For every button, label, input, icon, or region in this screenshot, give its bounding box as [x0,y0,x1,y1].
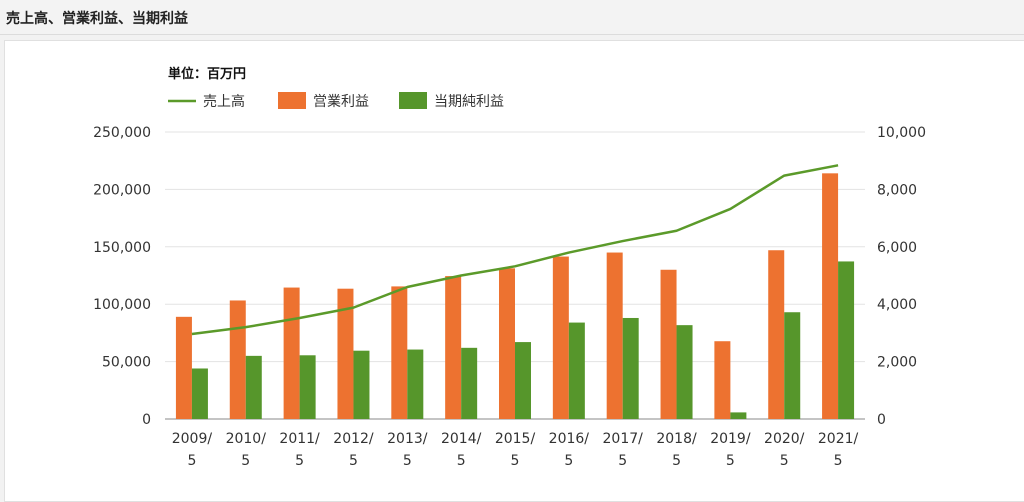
x-tick-label: 5 [834,453,843,469]
x-tick-label: 5 [187,453,196,469]
y-right-tick-label: 10,000 [877,125,926,141]
chart: 単位：百万円 売上高 営業利益 当期純利益 0 50,000 100,000 150,… [93,66,926,469]
y-left-tick-label: 100,000 [93,297,151,313]
x-tick-label: 2017/ [603,431,644,447]
x-tick-label: 2010/ [226,431,267,447]
x-tick-label: 5 [564,453,573,469]
legend: 売上高 営業利益 当期純利益 [168,92,504,110]
bar-operating-profit [552,256,569,419]
x-tick-label: 2011/ [279,431,320,447]
bar-net-profit [838,261,855,419]
x-tick-label: 2015/ [495,431,536,447]
bar-net-profit [245,355,262,419]
bar-net-profit [784,312,801,419]
y-left-tick-label: 0 [142,412,151,428]
bar-net-profit [407,349,424,419]
legend-label-operating: 営業利益 [313,94,369,110]
legend-swatch-net [399,92,427,109]
y-right-tick-label: 8,000 [877,182,917,198]
y-left-tick-label: 200,000 [93,182,151,198]
bar-operating-profit [175,316,192,419]
bar-operating-profit [499,268,515,419]
x-tick-label: 2009/ [172,431,213,447]
sales-line-path [191,164,839,336]
y-right-tick-label: 2,000 [877,355,917,371]
bar-operating-profit [445,276,462,419]
x-tick-label: 5 [780,453,789,469]
bars [175,173,855,419]
bar-operating-profit [391,286,408,419]
x-tick-label: 5 [618,453,627,469]
y-right-tick-label: 0 [877,412,886,428]
unit-label: 単位：百万円 [168,66,246,82]
legend-swatch-operating [278,92,306,109]
bar-operating-profit [337,288,354,419]
legend-label-sales: 売上高 [203,93,245,110]
x-tick-label: 2018/ [656,431,697,447]
x-tick-label: 5 [672,453,681,469]
y-right-tick-label: 4,000 [877,297,917,313]
bar-operating-profit [822,173,839,419]
x-tick-label: 5 [726,453,735,469]
bar-net-profit [730,412,747,419]
x-tick-label: 2014/ [441,431,482,447]
bar-net-profit [568,322,585,419]
x-tick-label: 2012/ [333,431,374,447]
bar-net-profit [622,317,639,419]
bar-operating-profit [714,341,731,419]
x-tick-label: 2019/ [710,431,751,447]
bar-operating-profit [229,300,246,419]
x-tick-label: 5 [511,453,520,469]
bar-operating-profit [606,252,623,419]
bar-operating-profit [660,269,677,419]
x-tick-label: 2020/ [764,431,805,447]
bar-net-profit [353,350,370,419]
sales-line [191,164,839,336]
y-axis-left: 0 50,000 100,000 150,000 200,000 250,000 [93,125,151,428]
bar-net-profit [515,342,531,419]
y-left-tick-label: 250,000 [93,125,151,141]
x-tick-label: 5 [403,453,412,469]
page-title: 売上高、営業利益、当期利益 [6,11,188,27]
bar-net-profit [299,355,316,419]
y-right-tick-label: 6,000 [877,240,917,256]
x-tick-label: 5 [241,453,250,469]
legend-label-net: 当期純利益 [434,94,504,110]
x-axis-labels: 2009/5 2010/5 2011/5 2012/5 2013/5 2014/5 2015… [172,431,859,469]
y-left-tick-label: 50,000 [102,355,151,371]
x-tick-label: 5 [457,453,466,469]
x-tick-label: 2016/ [549,431,590,447]
bar-net-profit [461,347,478,419]
bar-net-profit [191,368,208,419]
x-tick-label: 5 [349,453,358,469]
bar-operating-profit [283,287,300,419]
x-tick-label: 2013/ [387,431,428,447]
y-axis-right: 0 2,000 4,000 6,000 8,000 10,000 [877,125,926,428]
x-tick-label: 2021/ [818,431,859,447]
y-left-tick-label: 150,000 [93,240,151,256]
bar-operating-profit [768,250,785,419]
page-header: 売上高、営業利益、当期利益 [0,0,1024,35]
x-tick-label: 5 [295,453,304,469]
bar-net-profit [676,325,693,419]
